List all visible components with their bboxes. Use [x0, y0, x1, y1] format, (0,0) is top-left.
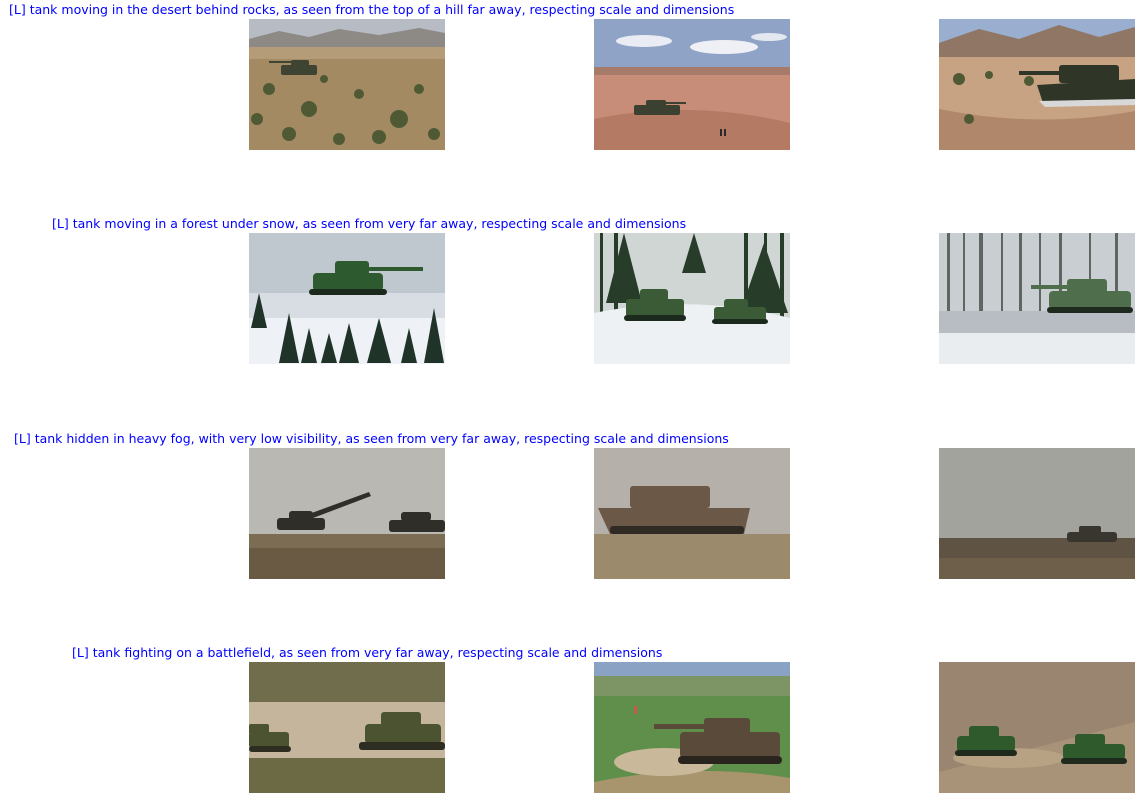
snow-forest-tank-image-2 [594, 233, 790, 364]
group-battlefield: [L] tank fighting on a battlefield, as s… [0, 645, 1140, 805]
battlefield-tank-image-1 [249, 662, 445, 793]
group-snow-forest: [L] tank moving in a forest under snow, … [0, 216, 1140, 376]
caption-battlefield: [L] tank fighting on a battlefield, as s… [72, 645, 652, 660]
battlefield-tank-image-3 [939, 662, 1135, 793]
group-desert: [L] tank moving in the desert behind roc… [0, 2, 1140, 162]
snow-forest-tank-image-1 [249, 233, 445, 364]
fog-tank-image-2 [594, 448, 790, 579]
snow-forest-tank-image-3 [939, 233, 1135, 364]
desert-tank-image-1 [249, 19, 445, 150]
caption-desert: [L] tank moving in the desert behind roc… [0, 2, 705, 17]
desert-tank-image-3 [939, 19, 1135, 150]
group-fog: [L] tank hidden in heavy fog, with very … [0, 431, 1140, 591]
fog-tank-image-1 [249, 448, 445, 579]
desert-tank-image-2 [594, 19, 790, 150]
caption-snow-forest: [L] tank moving in a forest under snow, … [52, 216, 672, 231]
battlefield-tank-image-2 [594, 662, 790, 793]
fog-tank-image-3 [939, 448, 1135, 579]
caption-fog: [L] tank hidden in heavy fog, with very … [14, 431, 704, 446]
